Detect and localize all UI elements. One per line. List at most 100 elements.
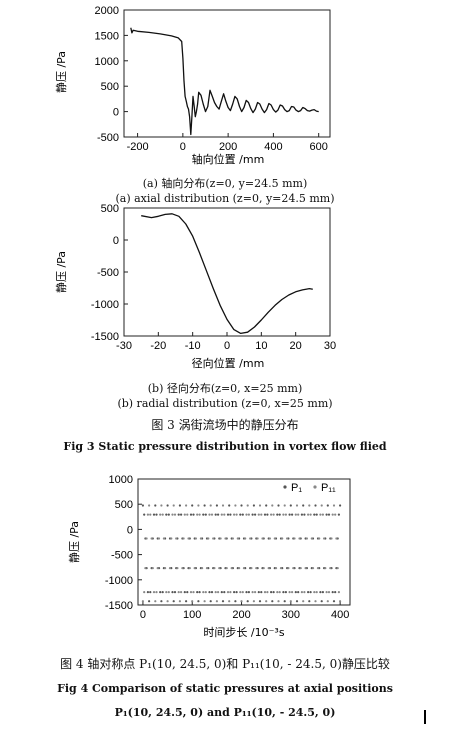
chart-1-xtick-label: 20 [290,340,302,352]
chart-2-p11-point [152,591,156,594]
chart-2-p11-point [325,591,328,594]
chart-2-p1-point [314,504,317,507]
legend-p1-label: P₁ [291,482,302,494]
chart-2-p11-point [204,591,207,594]
chart-2-p11-point [334,513,337,516]
chart-2-p11-point [327,591,331,594]
chart-2-p1-point [283,600,286,603]
chart-2-p1-point [192,513,195,516]
chart-2-p11-point [337,591,340,594]
chart-2-p11-point [208,513,211,516]
chart-2-p11-point [329,567,332,570]
chart-2-p11-point [233,513,236,516]
chart-2-ytick-label: 1000 [109,474,133,486]
chart-2-xtick-label: 400 [331,609,349,621]
chart-2-p11-point [250,567,253,570]
chart-2-p11-point [249,537,252,540]
chart-2-p1-point [315,513,318,516]
chart-2-p11-point [213,567,216,570]
chart-2-p1-point [171,591,174,594]
chart-2-p11-point [218,567,221,570]
chart-2-p11-point [241,591,244,594]
chart-2-p1-point [326,504,329,507]
chart-2-p1-point [210,591,214,594]
chart-2-p1-point [172,600,175,603]
chart-2-xtick-label: 0 [140,609,146,621]
chart-2-p11-point [278,591,281,594]
chart-2-xlabel: 时间步长 /10⁻³s [203,626,284,639]
chart-2-p11-point [171,513,174,516]
chart-0-ytick-label: 2000 [95,5,119,17]
chart-2-p11-point [230,567,233,570]
chart-1-ytick-label: -1500 [91,331,119,343]
chart-2-p1-point [226,513,230,516]
chart-2-p1-point [240,504,243,507]
chart-2-p1-point [319,591,322,594]
chart-0-series-0-line [130,27,319,136]
chart-2-p11-point [209,504,212,507]
chart-2-p1-point [196,591,199,594]
legend-p1-marker [283,485,287,489]
chart-2-p11-point [335,537,338,540]
chart-2-p1-point [185,600,188,603]
chart-2-p11-point [164,567,167,570]
chart-2-p11-point [193,567,196,570]
chart-2-p11-point [289,600,292,603]
chart-2-p11-point [198,513,201,516]
chart-2-p1-point [220,591,223,594]
chart-2-p1-point [143,513,146,516]
chart-1-xtick-label: -20 [150,340,166,352]
chart-2-p1-point [245,591,248,594]
chart-2-p11-point [257,513,260,516]
chart-2-p11-point [330,537,333,540]
chart-2-p1-point [278,513,281,516]
chart-2-p1-point [334,591,337,594]
chart-2-p1-point [325,513,328,516]
chart-2-p11-point [294,513,297,516]
chart-2-p11-point [178,600,181,603]
chart-2-p1-point [271,600,274,603]
chart-2-p11-point [299,567,302,570]
chart-1-frame [123,207,331,337]
chart-2-p1-point [241,513,244,516]
chart-2-p11-point [284,513,287,516]
chart-1-series-0-line [141,213,313,335]
chart-2-ytick-label: -1000 [105,575,133,587]
chart-2-p1-point [294,591,297,594]
chart-2-p1-point [300,513,303,516]
chart-2-p11-point [156,567,159,570]
chart-2-p1-point [289,504,292,507]
chart-2-p11-point [207,537,210,540]
chart-2-p11-point [336,567,339,570]
chart-2-p11-point [143,591,146,594]
chart-2-p11-point [281,537,284,540]
chart-2-ytick-label: 500 [115,499,133,511]
chart-2-p11-point [228,600,231,603]
chart-2-p11-point [201,567,204,570]
chart-2-p1-point [177,513,180,516]
chart-2-p11-point [148,504,151,507]
chart-2-p11-point [251,591,254,594]
chart-2-p1-point [197,600,200,603]
chart-2-p1-point [339,504,342,507]
chart-2-p11-point [308,504,311,507]
chart-2-ytick-label: -1500 [105,600,133,612]
chart-2-p1-point [159,591,162,594]
chart-2-p1-point [263,513,267,516]
chart-2-p1-point [221,600,225,603]
chart-2-p11-point [245,513,248,516]
chart-2-p1-point [270,591,273,594]
chart-2-p11-point [182,537,185,540]
chart-2-p11-point [332,504,336,507]
chart-2-p11-point [272,513,275,516]
fig3-title-en: Fig 3 Static pressure distribution in vo… [63,440,387,453]
chart-b-caption-en: (b) radial distribution (z=0, x=25 mm) [117,397,333,410]
chart-2-p1-point [291,513,294,516]
chart-0-ytick-label: 1500 [95,30,119,42]
chart-2-p11-point [298,537,301,540]
chart-2-p1-point [198,591,201,594]
chart-2-p11-point [219,537,222,540]
chart-2-p1-point [272,591,275,594]
chart-2-p11-point [311,567,315,570]
